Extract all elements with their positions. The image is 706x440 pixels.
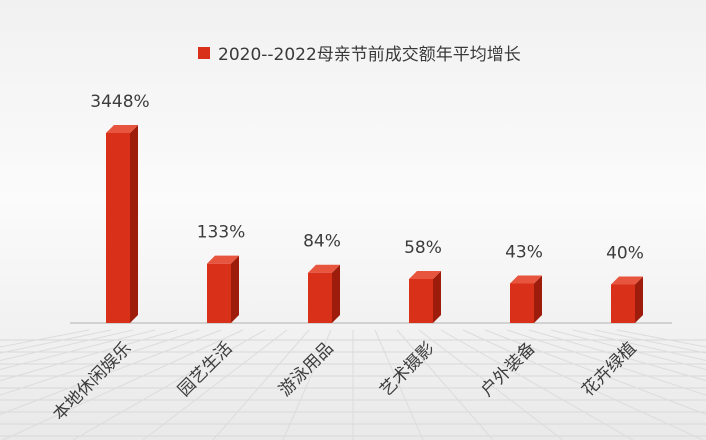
bar-side [332, 264, 340, 323]
grid-line [396, 329, 494, 440]
bar-top [106, 125, 138, 133]
value-label: 3448% [90, 92, 149, 112]
grid-line [72, 329, 266, 440]
legend: 2020--2022母亲节前成交额年平均增长 [198, 40, 521, 65]
grid-line [282, 329, 332, 440]
grid-line [528, 329, 706, 382]
grid-line [0, 329, 200, 396]
bar-side [231, 255, 239, 323]
bar-side [635, 276, 643, 323]
grid-line [440, 329, 634, 440]
grid-line [0, 329, 134, 361]
grid-line [212, 329, 310, 440]
legend-swatch [198, 46, 210, 59]
bar [106, 133, 130, 323]
bar [207, 263, 231, 323]
grid-line [572, 329, 706, 361]
legend-label: 2020--2022母亲节前成交额年平均增长 [218, 45, 521, 65]
bar-top [308, 264, 340, 273]
value-label: 43% [505, 242, 543, 262]
value-label: 133% [197, 223, 246, 243]
grid-line [0, 329, 156, 370]
value-label: 58% [404, 238, 442, 258]
grid-line [0, 329, 178, 382]
value-label: 40% [606, 244, 644, 264]
category-label: 艺术摄影 [376, 338, 438, 400]
bar-top [409, 271, 441, 280]
bar [308, 272, 332, 323]
bar-top [611, 276, 643, 285]
bar-side [130, 125, 138, 323]
grid-line [550, 329, 706, 370]
grid-line [462, 329, 704, 440]
grid-line [484, 329, 706, 415]
grid-line [374, 329, 424, 440]
grid-line [0, 329, 222, 415]
grid-line [506, 329, 706, 396]
grid-line [418, 329, 564, 440]
bar-side [433, 271, 441, 323]
category-label: 户外装备 [477, 338, 539, 400]
grid-line [2, 329, 244, 440]
grid-line [142, 329, 288, 440]
bar [510, 283, 534, 323]
value-label: 84% [303, 232, 341, 252]
grid-line [0, 329, 112, 354]
bar-top [510, 275, 542, 284]
floor-grid [0, 329, 706, 440]
bar [409, 279, 433, 323]
bar-top [207, 255, 239, 264]
grid-line [594, 329, 706, 354]
bar [611, 284, 635, 323]
category-label: 游泳用品 [275, 338, 337, 400]
bar-side [534, 275, 542, 323]
